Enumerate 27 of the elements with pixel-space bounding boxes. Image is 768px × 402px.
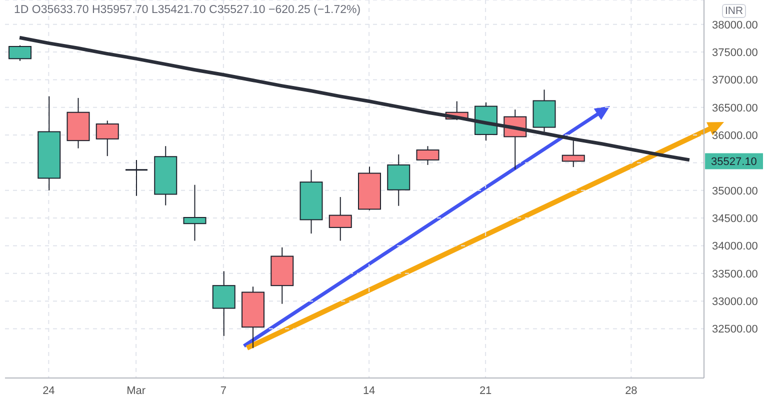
y-tick-label: 35000.00	[712, 185, 758, 198]
y-tick-label: 33500.00	[712, 268, 758, 280]
y-tick-label: 34500.00	[712, 212, 758, 225]
candlestick	[124, 159, 148, 196]
candlestick	[212, 270, 236, 336]
x-tick-label: 24	[42, 384, 55, 397]
candlestick	[416, 146, 440, 166]
x-tick-label: Mar	[126, 384, 146, 397]
text: 35527.10	[711, 156, 757, 168]
y-tick-label: 32500.00	[712, 324, 758, 336]
y-tick-label: 36000.00	[712, 130, 758, 142]
x-tick-label: 28	[625, 384, 638, 397]
chart-title: 1D O35633.70 H35957.70 L35421.70 C35527.10 −620.25 (−1.72%)	[14, 4, 361, 16]
y-tick-label: 33000.00	[712, 296, 758, 308]
candlestick	[328, 196, 352, 242]
x-tick-label: 14	[362, 384, 376, 397]
candlestick	[96, 120, 119, 157]
x-tick-label: 21	[479, 384, 492, 397]
y-tick-label: 38000.00	[712, 19, 758, 32]
candlestick	[8, 44, 32, 62]
y-tick-label: 36500.00	[712, 102, 758, 114]
candlestick	[183, 184, 206, 242]
x-tick-label: 7	[220, 384, 226, 397]
y-tick-label: 37500.00	[712, 46, 758, 59]
y-axis-title: INR	[722, 4, 746, 18]
y-tick-label: 34000.00	[712, 240, 758, 253]
y-tick-label: 37000.00	[712, 74, 758, 87]
